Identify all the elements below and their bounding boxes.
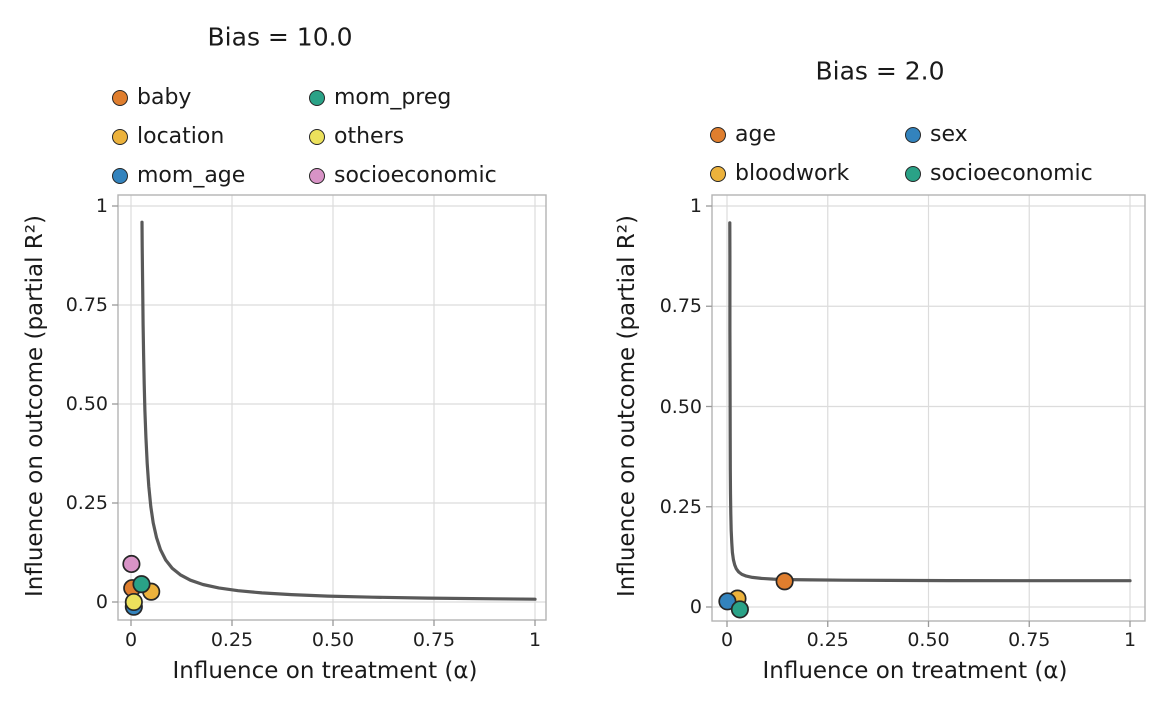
plot1-legend-marker-location	[112, 129, 128, 145]
plot1-legend-marker-mom_age	[112, 168, 128, 184]
plot2-bias-curve	[728, 221, 1132, 583]
plot2-xtick-label: 0.25	[806, 629, 849, 651]
plot1-point-mom_preg	[132, 575, 151, 594]
plot1-xtick-label: 0.75	[412, 629, 456, 651]
plot2-xtick-label: 1	[1123, 629, 1137, 651]
plot1-legend-label-baby: baby	[137, 85, 192, 110]
plot1-ytick-label: 0	[95, 591, 108, 613]
plot1-legend-marker-socioeconomic	[309, 168, 325, 184]
plot1-xtick-label: 0	[124, 629, 138, 651]
plot1-yaxis-label: Influence on outcome (partial R²)	[22, 215, 48, 597]
plot1-legend-item-location: location	[112, 126, 224, 148]
plot2-legend-marker-age	[710, 127, 726, 143]
plot2-legend-label-bloodwork: bloodwork	[735, 161, 850, 186]
plot1-point-socioeconomic	[122, 554, 141, 574]
plot2-legend-item-age: age	[710, 124, 776, 146]
plot2-xaxis-label: Influence on treatment (α)	[762, 658, 1068, 684]
plot1-point-others	[124, 592, 143, 612]
plot1-ytick-label: 1	[95, 195, 108, 217]
plot1-xtick-label: 0.25	[210, 629, 254, 651]
plot1-legend-label-mom_preg: mom_preg	[334, 85, 452, 110]
plot1-legend-label-socioeconomic: socioeconomic	[334, 163, 497, 188]
plot2-legend-label-sex: sex	[930, 122, 968, 147]
plot1-ytick-label: 0.25	[65, 492, 108, 514]
plot1-xtick-label: 0.50	[311, 629, 355, 651]
plot2-legend-label-socioeconomic: socioeconomic	[930, 161, 1093, 186]
plot1-legend-marker-mom_preg	[309, 90, 325, 106]
plot2-xtick-label: 0.50	[907, 629, 950, 651]
plot1-legend-label-mom_age: mom_age	[137, 163, 246, 188]
plot1-legend-item-socioeconomic: socioeconomic	[309, 165, 497, 187]
plot2-yaxis-label: Influence on outcome (partial R²)	[614, 215, 640, 597]
plot2-legend-marker-sex	[905, 127, 921, 143]
plot2-ytick-label: 0.75	[659, 295, 702, 318]
plot2-point-age	[775, 572, 794, 591]
plot2-title: Bias = 2.0	[815, 56, 945, 86]
plot2-xtick-label: 0	[720, 629, 734, 651]
plot1-legend-marker-others	[309, 129, 325, 145]
plot1-xtick-label: 1	[528, 629, 542, 651]
plot2-legend-item-sex: sex	[905, 124, 968, 146]
plot1-legend-item-others: others	[309, 126, 404, 148]
plot2-legend-item-socioeconomic: socioeconomic	[905, 163, 1093, 185]
plot2-xtick-label: 0.75	[1008, 629, 1051, 651]
plot1-legend-item-mom_age: mom_age	[112, 165, 245, 187]
plot2-ytick-label: 0.50	[659, 395, 702, 418]
plot1-legend-label-others: others	[334, 124, 405, 149]
plot2-point-socioeconomic	[730, 600, 749, 619]
plot2-point-sex	[718, 592, 737, 611]
plot1-ytick-label: 0.75	[65, 294, 108, 316]
plot1-ytick-label: 0.50	[65, 393, 108, 415]
plot1-xaxis-label: Influence on treatment (α)	[172, 658, 478, 684]
plot2-legend-marker-socioeconomic	[905, 166, 921, 182]
plot2-legend-item-bloodwork: bloodwork	[710, 163, 849, 185]
plot2-legend-marker-bloodwork	[710, 166, 726, 182]
plot2-legend-label-age: age	[735, 122, 776, 147]
plot1-legend-marker-baby	[112, 90, 128, 106]
plot1-legend-label-location: location	[137, 124, 225, 149]
plot1-legend-item-mom_preg: mom_preg	[309, 87, 451, 109]
plot2-ytick-label: 0	[689, 596, 702, 618]
plot1-plot-border	[117, 194, 547, 621]
plot2-ytick-label: 1	[689, 195, 702, 217]
plot1-legend-item-baby: baby	[112, 87, 191, 109]
plot1-title: Bias = 10.0	[207, 22, 353, 52]
plot1-bias-curve	[140, 220, 537, 601]
plot2-ytick-label: 0.25	[659, 495, 702, 518]
